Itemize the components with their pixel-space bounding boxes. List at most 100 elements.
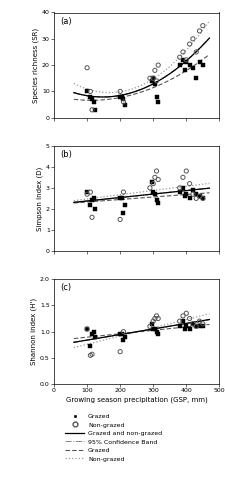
Point (85, 190, 89, 198)
Point (184, 190, 188, 198)
X-axis label: Growing season precipitation (GSP, mm): Growing season precipitation (GSP, mm) (66, 396, 207, 402)
Point (155, 328, 158, 336)
Point (92, 98, 95, 106)
Point (153, 80, 157, 88)
Point (201, 320, 205, 328)
Point (191, 35, 195, 43)
Point (90, 106, 94, 114)
Point (184, 56, 188, 64)
Point (194, 190, 198, 198)
Point (151, 74, 155, 82)
Point (90, 330, 94, 338)
Point (89, 200, 92, 208)
Point (118, 216, 122, 224)
Point (156, 61, 160, 69)
Point (188, 194, 191, 202)
Point (156, 330, 160, 338)
Point (198, 192, 201, 200)
Point (191, 64, 195, 72)
Point (151, 325, 155, 333)
Point (118, 88, 122, 96)
Point (92, 328, 95, 336)
Point (153, 66, 157, 74)
Point (150, 77, 153, 85)
Point (191, 186, 195, 194)
Point (201, 22, 205, 30)
Point (178, 317, 182, 325)
Point (155, 312, 158, 320)
Point (194, 48, 198, 56)
Point (188, 180, 191, 188)
Point (122, 96, 125, 104)
Point (85, 64, 89, 72)
Point (118, 348, 122, 356)
Point (201, 61, 205, 69)
Text: (a): (a) (61, 16, 72, 26)
Point (89, 88, 92, 96)
Point (151, 188, 155, 196)
Legend: Grazed, Non-grazed, Grazed and non-grazed, 95% Confidence Band, Grazed, Non-graz: Grazed, Non-grazed, Grazed and non-graze… (65, 414, 162, 462)
Point (201, 194, 205, 202)
Point (198, 322, 201, 330)
Point (123, 333, 127, 341)
Point (194, 194, 198, 202)
Text: (c): (c) (61, 284, 72, 292)
Point (148, 184, 152, 192)
Point (89, 352, 92, 360)
Point (188, 61, 191, 69)
Point (151, 180, 155, 188)
Point (150, 320, 153, 328)
Point (155, 77, 158, 85)
Point (150, 178, 153, 186)
Point (188, 325, 191, 333)
Point (191, 320, 195, 328)
Point (118, 92, 122, 100)
Point (191, 320, 195, 328)
Point (89, 92, 92, 100)
Point (181, 312, 185, 320)
Point (148, 74, 152, 82)
Point (156, 176, 160, 184)
Point (188, 40, 191, 48)
Point (198, 27, 201, 35)
Point (90, 350, 94, 358)
Point (123, 100, 127, 108)
Point (122, 188, 125, 196)
Y-axis label: Species richness (SR): Species richness (SR) (33, 28, 39, 102)
Point (155, 196, 158, 204)
Text: (b): (b) (61, 150, 72, 159)
Point (122, 328, 125, 336)
Point (123, 200, 127, 208)
Point (89, 342, 92, 350)
Point (188, 314, 191, 322)
Point (183, 66, 187, 74)
Point (122, 336, 125, 344)
Y-axis label: Shannon index (H'): Shannon index (H') (31, 298, 37, 365)
Point (178, 53, 182, 61)
Point (181, 56, 185, 64)
Point (118, 194, 122, 202)
Point (151, 317, 155, 325)
Point (156, 98, 160, 106)
Point (90, 196, 94, 204)
Point (178, 184, 182, 192)
Point (120, 92, 124, 100)
Point (151, 74, 155, 82)
Point (184, 167, 188, 175)
Point (156, 314, 160, 322)
Point (148, 322, 152, 330)
Y-axis label: Simpson index (D): Simpson index (D) (36, 166, 43, 230)
Point (181, 184, 185, 192)
Point (90, 96, 94, 104)
Point (85, 88, 89, 96)
Point (198, 192, 201, 200)
Point (184, 58, 188, 66)
Point (94, 333, 97, 341)
Point (94, 205, 97, 213)
Point (183, 325, 187, 333)
Point (198, 317, 201, 325)
Point (191, 190, 195, 198)
Point (153, 314, 157, 322)
Point (183, 192, 187, 200)
Point (118, 330, 122, 338)
